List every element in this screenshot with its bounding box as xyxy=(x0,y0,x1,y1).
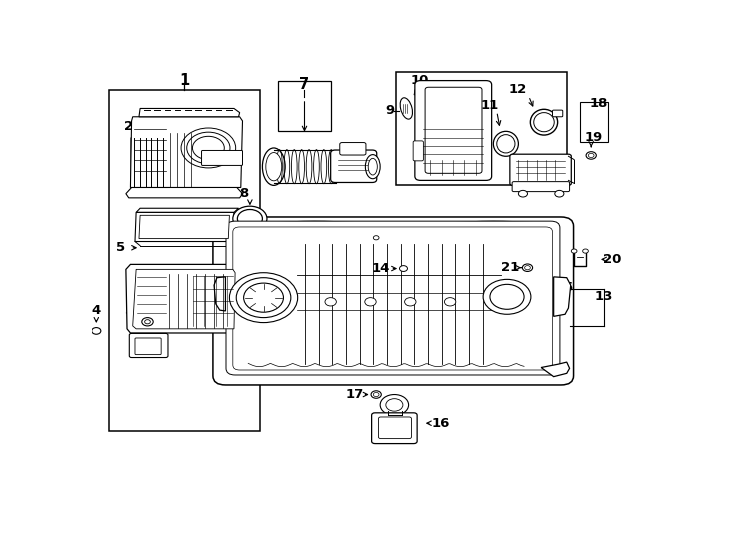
FancyBboxPatch shape xyxy=(330,150,377,183)
Bar xyxy=(396,72,567,185)
Ellipse shape xyxy=(534,113,554,132)
Text: 5: 5 xyxy=(116,241,125,254)
Text: 12: 12 xyxy=(508,83,526,96)
Ellipse shape xyxy=(266,152,282,181)
Circle shape xyxy=(386,399,403,411)
Text: 10: 10 xyxy=(411,74,429,87)
Polygon shape xyxy=(553,277,571,316)
Ellipse shape xyxy=(531,109,558,135)
Bar xyxy=(580,102,608,141)
Ellipse shape xyxy=(493,131,518,156)
Text: 19: 19 xyxy=(585,131,603,144)
Text: 11: 11 xyxy=(481,99,499,112)
Circle shape xyxy=(445,298,456,306)
Polygon shape xyxy=(541,362,570,377)
Circle shape xyxy=(325,298,336,306)
FancyBboxPatch shape xyxy=(413,141,424,161)
Circle shape xyxy=(380,395,409,415)
Text: 1: 1 xyxy=(179,73,189,88)
Text: 13: 13 xyxy=(595,291,613,303)
Bar xyxy=(278,82,330,131)
FancyBboxPatch shape xyxy=(371,413,417,443)
Circle shape xyxy=(571,249,577,253)
Text: 21: 21 xyxy=(501,261,519,274)
FancyBboxPatch shape xyxy=(213,217,573,385)
Text: 3: 3 xyxy=(124,303,134,316)
Circle shape xyxy=(399,266,407,272)
Ellipse shape xyxy=(497,134,515,153)
Circle shape xyxy=(483,279,531,314)
FancyBboxPatch shape xyxy=(131,137,172,187)
FancyBboxPatch shape xyxy=(510,154,571,185)
Polygon shape xyxy=(126,265,241,333)
Circle shape xyxy=(586,152,596,159)
Bar xyxy=(109,90,260,431)
FancyBboxPatch shape xyxy=(135,338,161,355)
FancyBboxPatch shape xyxy=(202,151,242,165)
Circle shape xyxy=(244,283,283,312)
Circle shape xyxy=(525,266,531,270)
FancyBboxPatch shape xyxy=(425,87,482,173)
Text: 17: 17 xyxy=(346,388,363,401)
Text: 6: 6 xyxy=(404,231,414,244)
Circle shape xyxy=(236,278,291,318)
Circle shape xyxy=(192,136,225,160)
Circle shape xyxy=(523,264,533,272)
Circle shape xyxy=(518,191,528,197)
FancyBboxPatch shape xyxy=(129,333,168,357)
Circle shape xyxy=(237,210,263,228)
Text: 14: 14 xyxy=(371,262,390,275)
Circle shape xyxy=(555,191,564,197)
Polygon shape xyxy=(136,208,239,212)
FancyBboxPatch shape xyxy=(233,227,553,370)
FancyBboxPatch shape xyxy=(415,80,492,180)
Text: 15: 15 xyxy=(556,281,574,294)
Polygon shape xyxy=(139,215,230,239)
Circle shape xyxy=(142,318,153,326)
Ellipse shape xyxy=(400,98,413,119)
Text: 2: 2 xyxy=(124,120,134,133)
FancyBboxPatch shape xyxy=(512,181,570,192)
Text: 4: 4 xyxy=(92,303,101,316)
Polygon shape xyxy=(135,212,234,241)
Circle shape xyxy=(490,285,524,309)
Text: 7: 7 xyxy=(299,77,310,92)
Circle shape xyxy=(374,235,379,240)
Circle shape xyxy=(233,206,267,231)
Polygon shape xyxy=(133,269,235,329)
Ellipse shape xyxy=(368,158,377,175)
Text: 8: 8 xyxy=(239,187,249,200)
FancyBboxPatch shape xyxy=(379,417,412,438)
Polygon shape xyxy=(369,228,382,243)
Circle shape xyxy=(374,393,379,396)
Circle shape xyxy=(92,328,101,334)
Circle shape xyxy=(365,298,376,306)
Text: 18: 18 xyxy=(590,97,608,110)
Text: 16: 16 xyxy=(432,417,450,430)
Text: 20: 20 xyxy=(603,253,622,266)
Circle shape xyxy=(583,249,589,253)
Text: 9: 9 xyxy=(385,104,394,117)
FancyBboxPatch shape xyxy=(553,110,563,117)
Circle shape xyxy=(371,391,381,399)
Circle shape xyxy=(181,128,236,168)
Circle shape xyxy=(230,273,298,322)
Ellipse shape xyxy=(263,148,286,185)
Polygon shape xyxy=(126,187,242,198)
Polygon shape xyxy=(131,117,242,187)
FancyBboxPatch shape xyxy=(226,221,560,375)
Ellipse shape xyxy=(366,154,380,179)
Circle shape xyxy=(404,298,416,306)
Polygon shape xyxy=(139,109,239,117)
Circle shape xyxy=(145,320,150,324)
FancyBboxPatch shape xyxy=(340,143,366,155)
Circle shape xyxy=(589,153,594,158)
Circle shape xyxy=(186,132,230,164)
Polygon shape xyxy=(214,277,225,311)
